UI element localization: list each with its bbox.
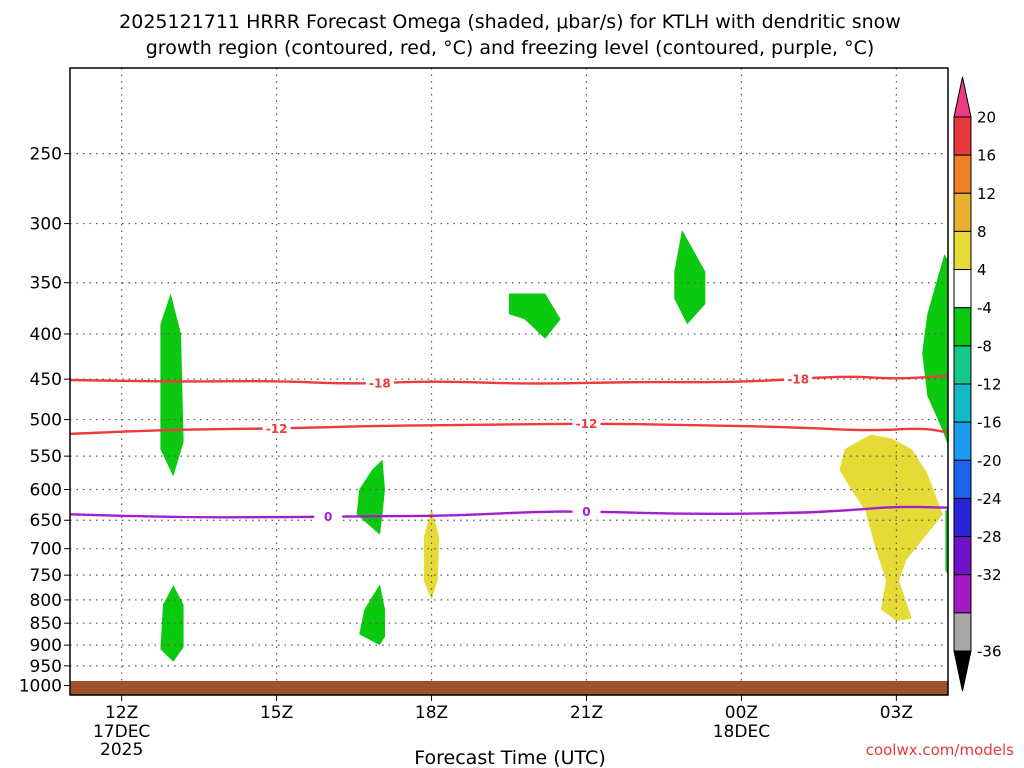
y-tick-label-600: 600 (30, 481, 62, 501)
colorbar-label-12: 12 (977, 185, 996, 203)
contour-line-0 (69, 505, 949, 519)
contour-label-bg (572, 503, 601, 520)
contour-label-bg (365, 375, 394, 392)
omega-region-6 (922, 254, 948, 446)
y-tick-label-350: 350 (30, 274, 62, 294)
omega-region-3 (359, 584, 385, 646)
y-tick-label-250: 250 (30, 145, 62, 165)
colorbar-top-arrow (953, 76, 972, 118)
contour-label-bg (572, 415, 601, 432)
x-tick-label-18Z: 18Z (415, 703, 448, 723)
y-tick-label-500: 500 (30, 411, 62, 431)
colorbar-segment-9 (953, 459, 972, 499)
colorbar-label-4: 4 (977, 261, 987, 279)
colorbar-segment-11 (953, 536, 972, 576)
omega-region-1 (160, 585, 184, 662)
colorbar-label--12: -12 (977, 376, 1002, 394)
temperature-contours: -18 -18 -12 -12 0 0 (69, 370, 949, 525)
y-tick-label-800: 800 (30, 591, 62, 611)
colorbar: 20 16 12 8 4 -4 -8 -12 -16 -20 -24 -28 -32 -36 (953, 76, 1002, 692)
colorbar-segment-4 (953, 269, 972, 309)
y-tick-label-300: 300 (30, 215, 62, 235)
y-tick-label-450: 450 (30, 370, 62, 390)
colorbar-segment-7 (953, 383, 972, 423)
colorbar-label--16: -16 (977, 414, 1002, 432)
y-tick-label-900: 900 (30, 636, 62, 656)
x-tick-label-03Z: 03Z (880, 703, 913, 723)
x-tick-label-21Z: 21Z (570, 703, 603, 723)
y-tick-label-700: 700 (30, 540, 62, 560)
colorbar-segment-10 (953, 497, 972, 538)
colorbar-segment-3 (953, 230, 972, 271)
y-tick-label-950: 950 (30, 657, 62, 677)
omega-region-8 (423, 508, 440, 600)
colorbar-segment-1 (953, 154, 972, 194)
y-tick-label-550: 550 (30, 447, 62, 467)
omega-region-9 (839, 434, 943, 621)
x-tick-label-12Z: 12Z (105, 703, 138, 723)
x-tick-label-00Z: 00Z (725, 703, 758, 723)
contour-label-0: 0 (324, 510, 332, 524)
colorbar-segment-2 (953, 192, 972, 232)
x-axis-title: Forecast Time (UTC) (414, 747, 605, 768)
x-tick-year-2025: 2025 (100, 740, 143, 760)
y-tick-label-400: 400 (30, 325, 62, 345)
y-tick-label-750: 750 (30, 566, 62, 586)
contour-label--12: -12 (576, 417, 598, 431)
colorbar-label--20: -20 (977, 452, 1002, 470)
chart-title-line-2: growth region (contoured, red, °C) and f… (146, 37, 875, 59)
colorbar-label-8: 8 (977, 223, 987, 241)
contour-label--12: -12 (266, 422, 288, 436)
omega-region-4 (509, 293, 561, 339)
x-tick-date-17DEC: 17DEC (93, 722, 150, 742)
colorbar-label--36: -36 (977, 643, 1002, 661)
contour-label--18: -18 (369, 377, 391, 391)
omega-region-5 (674, 229, 706, 325)
contour-line--12 (69, 422, 949, 436)
colorbar-label--8: -8 (977, 337, 992, 355)
plot-frame (69, 67, 949, 696)
colorbar-bottom-arrow (953, 650, 972, 692)
colorbar-label--32: -32 (977, 566, 1002, 584)
contour-label-0: 0 (582, 505, 590, 519)
plot-area: -18 -18 -12 -12 0 0 (69, 67, 949, 696)
x-tick-label-15Z: 15Z (260, 703, 293, 723)
colorbar-segment-13 (953, 612, 972, 652)
colorbar-segment-6 (953, 345, 972, 385)
colorbar-label-20: 20 (977, 109, 996, 127)
colorbar-label--24: -24 (977, 490, 1002, 508)
colorbar-label-16: 16 (977, 147, 996, 165)
contour-label-bg (262, 420, 291, 437)
colorbar-segment-0 (953, 116, 972, 156)
y-tick-label-850: 850 (30, 614, 62, 634)
colorbar-segment-8 (953, 421, 972, 461)
colorbar-segment-12 (953, 574, 972, 614)
colorbar-label--4: -4 (977, 299, 992, 317)
contour-label-bg (314, 508, 343, 525)
y-tick-label-650: 650 (30, 511, 62, 531)
colorbar-label--28: -28 (977, 528, 1002, 546)
contour-label--18: -18 (787, 372, 809, 386)
y-axis-pressure: 2503003504004505005506006507007508008509… (19, 145, 70, 697)
y-tick-label-1000: 1000 (19, 677, 62, 697)
credit-text: coolwx.com/models (866, 741, 1014, 759)
x-tick-date-18DEC: 18DEC (713, 722, 770, 742)
chart-title-line-1: 2025121711 HRRR Forecast Omega (shaded, … (119, 11, 901, 33)
contour-label-bg (784, 370, 813, 387)
colorbar-segment-5 (953, 307, 972, 347)
terrain-bar (70, 681, 948, 695)
